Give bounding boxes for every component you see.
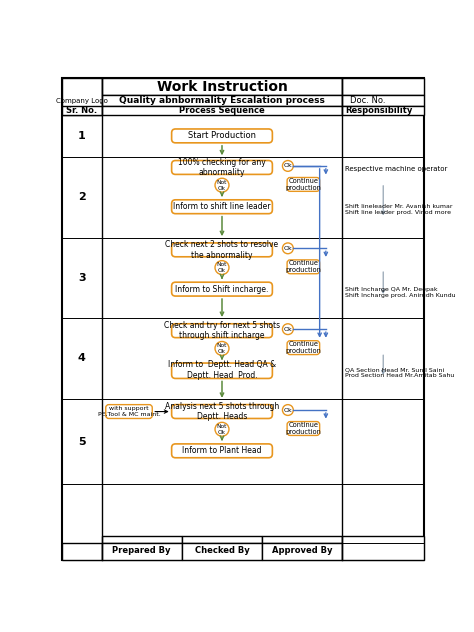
FancyBboxPatch shape: [172, 161, 273, 174]
Text: Check and try for next 5 shots
through shift incharge: Check and try for next 5 shots through s…: [164, 321, 280, 341]
Bar: [62, 78, 102, 115]
Text: 5: 5: [78, 437, 85, 447]
Circle shape: [283, 404, 293, 415]
Text: Inform to Shift incharge.: Inform to Shift incharge.: [175, 284, 269, 294]
Bar: [342, 78, 424, 95]
Text: Start Production: Start Production: [188, 131, 256, 140]
Text: Analysis next 5 shots through
Deptt. Heads: Analysis next 5 shots through Deptt. Hea…: [165, 402, 279, 422]
Text: Quality abnbormality Escalation process: Quality abnbormality Escalation process: [119, 96, 325, 105]
Bar: [102, 95, 342, 106]
FancyBboxPatch shape: [172, 444, 273, 458]
Text: 2: 2: [78, 191, 86, 202]
Text: Work Instruction: Work Instruction: [156, 80, 287, 94]
Circle shape: [215, 178, 229, 192]
Bar: [342, 95, 424, 106]
Text: Shift lineleader Mr. Avanish kumar
Shift line leader prod. Vinod more: Shift lineleader Mr. Avanish kumar Shift…: [345, 204, 453, 216]
Text: 3: 3: [78, 272, 85, 283]
Text: with support
PE,Tool & MC maint.: with support PE,Tool & MC maint.: [98, 406, 160, 417]
FancyBboxPatch shape: [172, 129, 273, 143]
Text: Ok: Ok: [283, 408, 292, 413]
Text: Not
Ok: Not Ok: [217, 262, 227, 273]
FancyBboxPatch shape: [172, 200, 273, 214]
FancyBboxPatch shape: [287, 260, 319, 274]
Bar: [182, 535, 262, 544]
Text: Ok: Ok: [283, 327, 292, 332]
Circle shape: [283, 161, 293, 171]
Text: Not
Ok: Not Ok: [217, 179, 227, 191]
FancyBboxPatch shape: [287, 341, 319, 355]
Text: Sr. No.: Sr. No.: [66, 106, 97, 115]
FancyBboxPatch shape: [172, 363, 273, 379]
Text: QA Section Head Mr. Sunil Saini
Prod Section Head Mr.Amitab Sahu: QA Section Head Mr. Sunil Saini Prod Sec…: [345, 368, 455, 379]
FancyBboxPatch shape: [287, 178, 319, 191]
FancyBboxPatch shape: [172, 283, 273, 296]
Bar: [342, 106, 424, 115]
Text: Continue
production: Continue production: [285, 260, 321, 273]
FancyBboxPatch shape: [172, 404, 273, 418]
Text: Inform to Plant Head: Inform to Plant Head: [182, 446, 262, 455]
Text: Check next 2 shots to resolve
the abnormality: Check next 2 shots to resolve the abnorm…: [165, 240, 279, 260]
Text: Not
Ok: Not Ok: [217, 343, 227, 354]
Text: Ok: Ok: [283, 164, 292, 169]
Bar: [102, 544, 182, 560]
Circle shape: [283, 324, 293, 334]
FancyBboxPatch shape: [172, 324, 273, 337]
Text: Checked By: Checked By: [195, 547, 249, 556]
Text: Continue
production: Continue production: [285, 341, 321, 354]
Text: Approved By: Approved By: [272, 547, 332, 556]
Bar: [262, 535, 342, 544]
Text: Company Logo: Company Logo: [56, 98, 108, 104]
Text: 1: 1: [78, 131, 86, 141]
Bar: [262, 544, 342, 560]
FancyBboxPatch shape: [287, 422, 319, 435]
FancyBboxPatch shape: [106, 404, 152, 418]
Bar: [62, 106, 102, 115]
Circle shape: [283, 243, 293, 253]
Circle shape: [215, 422, 229, 436]
Text: Doc. No.: Doc. No.: [350, 96, 385, 105]
Text: Inform to  Deptt. Head QA &
Deptt. Head  Prod.: Inform to Deptt. Head QA & Deptt. Head P…: [168, 360, 276, 380]
Bar: [102, 78, 342, 95]
Text: Process Sequence: Process Sequence: [179, 106, 265, 115]
Bar: [342, 535, 424, 560]
Text: Inform to shift line leader: Inform to shift line leader: [173, 202, 271, 211]
Text: Ok: Ok: [283, 246, 292, 251]
Text: Respective machine operator: Respective machine operator: [345, 166, 447, 172]
FancyBboxPatch shape: [172, 243, 273, 257]
Text: Continue
production: Continue production: [285, 422, 321, 435]
Text: Continue
production: Continue production: [285, 178, 321, 191]
Circle shape: [215, 341, 229, 355]
Bar: [102, 106, 342, 115]
Text: Shift Incharge QA Mr. Deepak
Shift Incharge prod. Anirudh Kundu: Shift Incharge QA Mr. Deepak Shift Incha…: [345, 287, 456, 298]
Text: 100% checking for any
abnormality: 100% checking for any abnormality: [178, 158, 266, 177]
Bar: [102, 535, 182, 544]
Text: 4: 4: [78, 353, 86, 363]
Circle shape: [215, 260, 229, 274]
Text: Not
Ok: Not Ok: [217, 424, 227, 435]
Text: Prepared By: Prepared By: [112, 547, 171, 556]
Bar: [62, 544, 102, 560]
Text: Responsibility: Responsibility: [345, 106, 412, 115]
Bar: [182, 544, 262, 560]
